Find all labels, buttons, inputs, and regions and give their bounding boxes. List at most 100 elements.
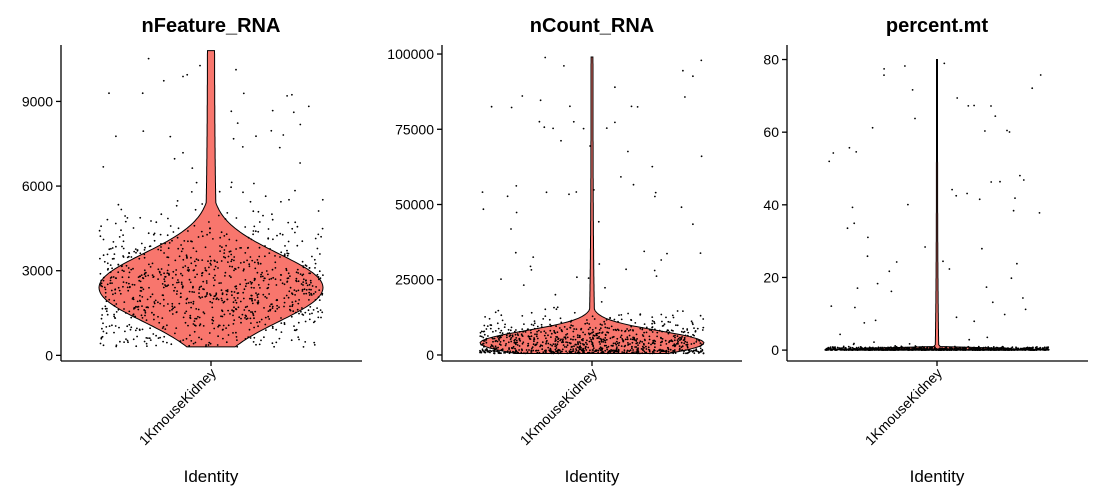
data-point (481, 191, 484, 194)
data-point (262, 279, 265, 282)
data-point (187, 230, 189, 232)
data-point (247, 236, 250, 239)
data-point (159, 336, 162, 339)
data-point (877, 347, 880, 349)
data-point (604, 337, 607, 339)
data-point (496, 350, 498, 353)
data-point (514, 251, 517, 254)
data-point (243, 261, 245, 264)
data-point (513, 330, 516, 333)
data-point (629, 349, 632, 352)
data-point (1006, 348, 1009, 350)
data-point (587, 277, 590, 279)
data-point (995, 346, 998, 349)
data-point (974, 347, 977, 350)
data-point (253, 336, 256, 339)
violin-layer (479, 56, 705, 354)
data-point (877, 348, 879, 351)
data-point (251, 300, 254, 302)
data-point (125, 264, 128, 267)
data-point (115, 245, 117, 248)
violin-shape (98, 50, 324, 348)
data-point (604, 323, 606, 325)
data-point (220, 289, 223, 292)
data-point (978, 198, 981, 201)
data-point (695, 348, 698, 351)
data-point (894, 347, 897, 350)
data-point (608, 327, 610, 330)
data-point (639, 340, 642, 343)
data-point (675, 343, 678, 345)
data-point (536, 337, 539, 340)
data-point (159, 271, 161, 274)
data-point (160, 246, 162, 248)
data-point (955, 316, 958, 319)
data-point (217, 267, 219, 269)
data-point (586, 319, 588, 321)
data-point (680, 206, 683, 209)
data-point (186, 297, 189, 300)
data-point (239, 283, 242, 286)
data-point (680, 346, 683, 349)
data-point (186, 73, 189, 76)
data-point (217, 298, 220, 301)
data-point (296, 225, 299, 228)
data-point (684, 96, 686, 98)
data-point (963, 346, 966, 349)
data-point (319, 277, 322, 280)
data-point (543, 330, 546, 333)
data-point (302, 273, 305, 276)
data-point (1010, 277, 1013, 280)
data-point (645, 345, 647, 348)
data-point (191, 291, 194, 293)
data-point (309, 306, 312, 308)
data-point (630, 325, 633, 328)
data-point (543, 126, 546, 129)
data-point (316, 307, 318, 309)
data-point (147, 274, 150, 277)
data-point (213, 284, 215, 287)
data-point (867, 236, 869, 239)
data-point (172, 270, 175, 273)
data-point (1025, 348, 1028, 351)
data-point (577, 342, 579, 344)
data-point (612, 329, 615, 331)
data-point (609, 337, 612, 340)
data-point (197, 308, 200, 311)
data-point (506, 195, 509, 198)
data-point (702, 352, 705, 354)
data-point (569, 348, 572, 351)
data-point (283, 322, 286, 324)
data-point (286, 254, 289, 257)
data-point (656, 335, 658, 338)
data-point (550, 332, 553, 335)
data-point (222, 256, 225, 258)
data-point (163, 278, 166, 280)
data-point (271, 213, 273, 216)
data-point (700, 155, 703, 158)
data-point (923, 346, 925, 348)
data-point (535, 335, 538, 338)
data-point (665, 343, 668, 345)
data-point (311, 285, 314, 287)
data-point (559, 317, 562, 320)
data-point (109, 271, 112, 274)
data-point (591, 351, 593, 354)
data-point (1008, 131, 1011, 133)
data-point (677, 337, 680, 340)
data-point (661, 341, 663, 343)
data-point (604, 349, 607, 352)
data-point (592, 349, 594, 351)
data-point (597, 351, 599, 354)
data-point (855, 151, 858, 153)
data-point (602, 341, 605, 343)
data-point (631, 345, 633, 348)
data-point (651, 316, 654, 318)
data-point (502, 339, 505, 342)
data-point (181, 274, 184, 277)
data-point (309, 279, 312, 282)
data-point (283, 283, 286, 286)
data-point (521, 315, 524, 317)
